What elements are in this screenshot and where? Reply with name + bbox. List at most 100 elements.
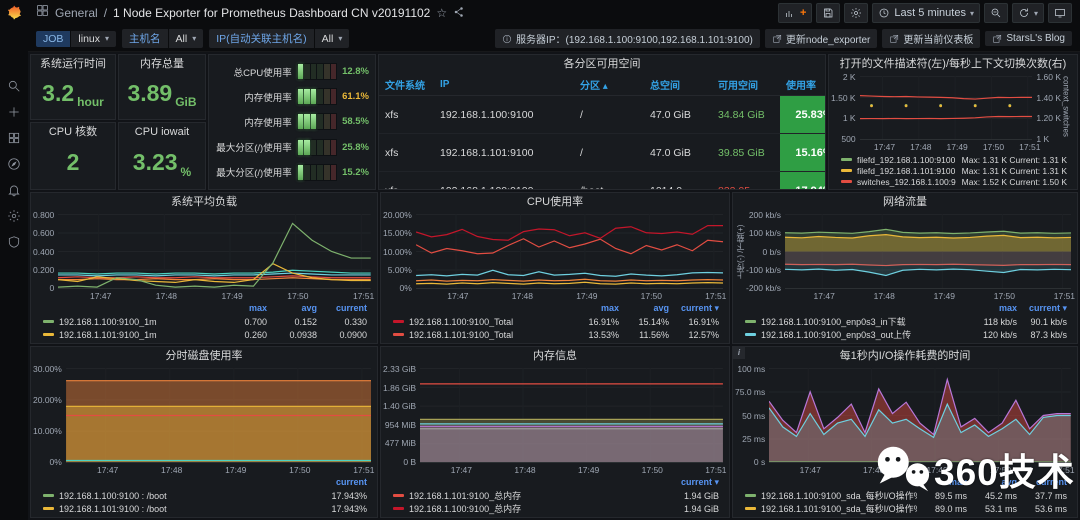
breadcrumb-folder[interactable]: General (55, 6, 98, 20)
legend-column-header[interactable]: current ▾ (1028, 303, 1067, 313)
configuration-gear-icon[interactable] (7, 208, 22, 223)
explore-compass-icon[interactable] (7, 156, 22, 171)
legend-row[interactable]: 192.168.1.100:9100_1m 0.700 0.152 0.330 (43, 315, 367, 328)
table-column-header[interactable]: 可用空间 (712, 74, 780, 96)
legend-column-header[interactable]: max (600, 303, 619, 313)
panel-title[interactable]: CPU使用率 (526, 196, 584, 208)
add-panel-button[interactable]: + (777, 3, 813, 23)
legend-value: 0.700 (244, 316, 267, 327)
time-range-picker[interactable]: Last 5 minutes ▾ (872, 3, 980, 23)
dashboards-icon[interactable] (7, 130, 22, 145)
legend-value: 13.53% (588, 329, 619, 340)
legend-column-header[interactable]: current (335, 477, 367, 487)
panel-title[interactable]: 各分区可用空间 (563, 58, 641, 70)
legend-value: 120 kb/s (982, 329, 1017, 340)
filter-host-value[interactable]: All ▾ (168, 29, 204, 48)
table-column-header[interactable]: IP (434, 74, 574, 96)
legend-row[interactable]: 192.168.1.100:9100 : /boot 17.943% (43, 489, 367, 502)
table-column-header[interactable]: 分区 ▴ (574, 74, 644, 96)
filter-job-value[interactable]: linux ▾ (71, 30, 117, 47)
refresh-button[interactable]: ▾ (1011, 3, 1044, 23)
legend-value: 0.152 (294, 316, 317, 327)
legend-row[interactable]: 192.168.1.101:9100_1m 0.260 0.0938 0.0900 (43, 328, 367, 341)
plot-area[interactable] (769, 368, 1071, 463)
dashboard-title[interactable]: 1 Node Exporter for Prometheus Dashboard… (113, 6, 431, 20)
plot-area[interactable] (58, 214, 371, 289)
panel-title[interactable]: 打开的文件描述符(左)/每秒上下文切换次数(右) (839, 58, 1067, 70)
legend-row[interactable]: 192.168.1.100:9100_enp0s3_out上传 120 kb/s 8… (745, 328, 1067, 341)
legend-row[interactable]: 192.168.1.100:9100_enp0s3_in下载 118 kb/s 90… (745, 315, 1067, 328)
legend-row[interactable]: 192.168.1.100:9100_总内存 1.94 GiB (393, 502, 719, 515)
legend-row[interactable]: filefd_192.168.1.100:9100 Max: 1.31 K Cur… (841, 154, 1067, 165)
memory-chart[interactable]: 2.33 GiB 1.86 GiB 1.40 GiB 954 MiB 477 MiB 0 … (381, 366, 729, 517)
y-axis-ticks: 2 K 1.50 K 1 K 500 (831, 74, 860, 143)
legend-row[interactable]: 192.168.1.101:9100_sda_每秒I/O操作% 89.0 ms 53… (745, 502, 1067, 515)
table-column-header[interactable]: 使用率 (780, 74, 825, 96)
gauge-segment (310, 64, 317, 80)
cpu-chart[interactable]: 20.00% 15.00% 10.00% 5.00% 0% 17:47 17:48 17:49… (381, 212, 729, 343)
y-tick: 20.00% (383, 212, 412, 220)
alerting-bell-icon[interactable] (7, 182, 22, 197)
plot-area[interactable] (784, 214, 1071, 289)
legend-row[interactable]: 192.168.1.100:9100_sda_每秒I/O操作% 89.5 ms 45… (745, 489, 1067, 502)
y-tick: 100 ms (737, 366, 766, 374)
legend-column-header[interactable]: current (1035, 477, 1067, 487)
legend-column-header[interactable]: current ▾ (680, 477, 719, 487)
legend-column-header[interactable]: max (998, 303, 1017, 313)
share-icon[interactable] (453, 6, 465, 21)
legend-column-header[interactable]: avg (653, 303, 669, 313)
panel-info-badge[interactable]: i (733, 347, 745, 359)
save-dashboard-button[interactable] (816, 3, 841, 23)
legend-row[interactable]: 192.168.1.101:9100 : /boot 17.943% (43, 502, 367, 515)
legend-row[interactable]: 192.168.1.101:9100_总内存 1.94 GiB (393, 489, 719, 502)
link-update-dashboard[interactable]: 更新当前仪表板 (882, 29, 981, 48)
star-icon[interactable]: ☆ (436, 6, 448, 20)
table-column-header[interactable]: 总空间 (644, 74, 712, 96)
panel-title[interactable]: 每1秒内I/O操作耗费的时间 (839, 350, 971, 362)
legend-row[interactable]: 192.168.1.100:9100_Total 16.91% 15.14% 16.9… (393, 315, 719, 328)
legend-column-header[interactable]: avg (301, 303, 317, 313)
gauge-segment (297, 139, 304, 155)
filefd-chart[interactable]: 2 K 1.50 K 1 K 500 1.60 K 1.40 K 1.20 K 1 K cont… (829, 74, 1077, 189)
panel-title[interactable]: 分时磁盘使用率 (165, 350, 243, 362)
panel-title[interactable]: CPU iowait (134, 126, 190, 138)
table-column-header[interactable]: 文件系统 (379, 74, 434, 96)
create-plus-icon[interactable] (7, 104, 22, 119)
panel-title[interactable]: 系统平均负载 (171, 196, 237, 208)
zoom-out-button[interactable] (983, 3, 1008, 23)
kiosk-mode-button[interactable] (1048, 3, 1072, 23)
link-blog[interactable]: StarsL's Blog (985, 31, 1072, 46)
server-admin-shield-icon[interactable] (7, 234, 22, 249)
disk-chart[interactable]: 30.00% 20.00% 10.00% 0% 17:47 17:48 17:49 17:50… (31, 366, 377, 517)
plot-area[interactable] (415, 214, 723, 289)
search-icon[interactable] (7, 78, 22, 93)
legend-column-header[interactable]: avg (1001, 477, 1017, 487)
filter-ip-value[interactable]: All ▾ (314, 29, 350, 48)
panel-title[interactable]: 内存总量 (140, 58, 184, 70)
server-ip-info[interactable]: 服务器IP：(192.168.1.100:9100,192.168.1.101:… (495, 29, 760, 48)
cell-usage: 25.83% (780, 95, 825, 134)
io-chart[interactable]: 100 ms 75.0 ms 50 ms 25 ms 0 s 17:47 17:48 17:4… (733, 366, 1077, 517)
panel-title[interactable]: 内存信息 (533, 350, 577, 362)
panel-title[interactable]: 系统运行时间 (40, 58, 106, 70)
legend-column-header[interactable]: current (335, 303, 367, 313)
panel-title[interactable]: CPU 核数 (48, 126, 98, 138)
plot-area[interactable] (859, 76, 1033, 140)
load-chart[interactable]: 0.800 0.600 0.400 0.200 0 17:47 17:48 17:49 17:5… (31, 212, 377, 343)
x-axis-ticks: 17:47 17:48 17:49 17:50 17:51 (735, 463, 1075, 476)
legend-column-header[interactable]: max (248, 303, 267, 313)
dashboard-settings-button[interactable] (844, 3, 869, 23)
y-tick: 0 b/s (762, 246, 781, 257)
legend-row[interactable]: 192.168.1.101:9100_Total 13.53% 11.56% 12.5… (393, 328, 719, 341)
legend-row[interactable]: filefd_192.168.1.101:9100 Max: 1.31 K Cur… (841, 165, 1067, 176)
grafana-logo-icon[interactable] (5, 4, 23, 22)
link-update-exporter[interactable]: 更新node_exporter (764, 29, 878, 48)
iowait-value: 3.23 (132, 149, 178, 175)
network-chart[interactable]: 上传(-) /下载(+) 200 kb/s 100 kb/s 0 b/s -100 kb… (733, 212, 1077, 343)
plot-area[interactable] (420, 368, 723, 463)
plot-area[interactable] (65, 368, 371, 463)
legend-row[interactable]: switches_192.168.1.100:9100 Max: 1.52 K C… (841, 176, 1067, 187)
legend-column-header[interactable]: max (948, 477, 967, 487)
legend-column-header[interactable]: current ▾ (680, 303, 719, 313)
panel-title[interactable]: 网络流量 (883, 196, 927, 208)
